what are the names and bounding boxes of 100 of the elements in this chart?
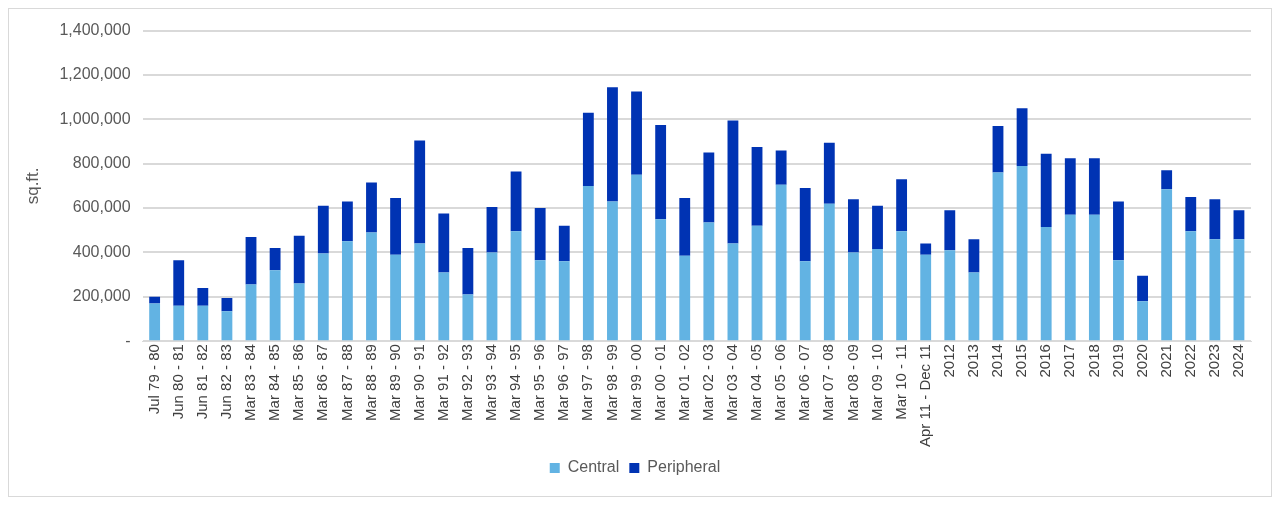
x-tick-label: Mar 01 - 02	[674, 344, 692, 421]
x-tick-label: Mar 84 - 85	[265, 344, 283, 421]
bar	[269, 248, 281, 271]
bar	[847, 252, 859, 341]
bar	[1113, 201, 1124, 261]
y-tick-label: 400,000	[72, 242, 131, 260]
bar	[1209, 199, 1221, 240]
bar	[293, 235, 305, 284]
x-tick-label: Apr 11 - Dec 11	[915, 344, 933, 447]
bar	[679, 255, 691, 341]
x-tick-label: 2017	[1060, 344, 1078, 378]
bar	[486, 206, 498, 253]
bar	[1088, 158, 1100, 215]
x-tick-label: Mar 86 - 87	[313, 344, 331, 421]
bar	[1016, 165, 1028, 341]
x-tick-label: 2021	[1156, 344, 1174, 378]
x-tick-label: Mar 98 - 99	[602, 344, 620, 421]
bar	[607, 87, 618, 202]
bar	[968, 272, 980, 341]
bar	[1064, 158, 1076, 215]
bar	[607, 201, 618, 341]
bar	[872, 249, 883, 341]
bar	[245, 236, 257, 285]
bar	[1016, 108, 1028, 166]
x-tick-label: Mar 85 - 86	[289, 344, 307, 421]
bar	[1113, 260, 1124, 341]
bar	[992, 125, 1004, 173]
bar	[1161, 189, 1173, 341]
x-tick-label: Mar 06 - 07	[795, 344, 813, 421]
x-tick-label: Mar 02 - 03	[698, 344, 716, 421]
y-tick-label: 1,200,000	[59, 65, 131, 83]
x-tick-label: Mar 87 - 88	[337, 344, 355, 421]
bar	[1040, 226, 1052, 341]
bar	[847, 199, 859, 253]
bar	[173, 305, 185, 341]
bar	[390, 254, 402, 341]
bar	[558, 261, 570, 341]
bar	[197, 305, 209, 341]
bar	[462, 248, 474, 295]
x-tick-label: 2016	[1036, 344, 1054, 378]
x-tick-label: Jun 82 - 83	[217, 344, 235, 420]
x-tick-label: Mar 96 - 97	[554, 344, 572, 421]
bar	[703, 152, 715, 223]
x-tick-label: 2014	[988, 344, 1006, 378]
y-tick-label: 1,400,000	[59, 21, 131, 39]
bar	[679, 198, 691, 256]
x-tick-label: Mar 99 - 00	[626, 344, 644, 421]
x-tick-label: Mar 03 - 04	[723, 344, 741, 421]
x-tick-label: Mar 09 - 10	[867, 344, 885, 421]
x-tick-label: 2022	[1180, 344, 1198, 378]
y-tick-label: -	[125, 331, 131, 349]
bar	[173, 260, 185, 306]
bar	[655, 219, 667, 341]
x-tick-label: Mar 07 - 08	[819, 344, 837, 421]
y-tick-label: 600,000	[72, 198, 131, 216]
bar	[1137, 301, 1148, 341]
bar	[944, 250, 956, 341]
bar	[221, 297, 233, 312]
y-tick-label: 800,000	[72, 154, 131, 172]
legend-label: Central	[567, 458, 620, 476]
x-tick-label: Mar 92 - 93	[458, 344, 476, 421]
x-tick-label: 2013	[964, 344, 982, 378]
bar	[462, 294, 474, 341]
y-axis-title: sq.ft.	[22, 167, 42, 205]
x-tick-label: Mar 00 - 01	[650, 344, 668, 421]
bar	[1064, 214, 1076, 341]
bar	[341, 241, 353, 341]
x-tick-label: Mar 10 - 11	[891, 344, 909, 420]
x-tick-label: Mar 08 - 09	[843, 344, 861, 421]
bar	[823, 142, 835, 204]
bar	[775, 184, 787, 341]
bar	[269, 270, 281, 341]
x-tick-label: 2018	[1084, 344, 1102, 378]
x-tick-label: Mar 95 - 96	[530, 344, 548, 421]
x-tick-label: Mar 91 - 92	[433, 344, 451, 421]
x-tick-label: 2024	[1229, 344, 1247, 378]
bar	[751, 225, 763, 341]
x-tick-label: 2019	[1108, 344, 1126, 378]
bar	[438, 213, 450, 273]
bar	[1185, 196, 1197, 232]
bar	[1209, 239, 1221, 341]
bar	[968, 239, 980, 273]
bar	[1088, 214, 1100, 341]
bar	[872, 205, 883, 250]
bar	[1233, 210, 1245, 240]
bar	[727, 120, 739, 244]
bar	[1137, 275, 1148, 302]
x-tick-label: Mar 94 - 95	[506, 344, 524, 421]
x-tick-label: 2020	[1132, 344, 1150, 378]
x-tick-label: Mar 04 - 05	[747, 344, 765, 421]
x-tick-label: Mar 90 - 91	[409, 344, 427, 421]
bar	[245, 284, 257, 341]
bar	[1233, 239, 1245, 341]
bar	[510, 171, 522, 232]
bar	[438, 272, 450, 341]
x-tick-label: 2023	[1205, 344, 1222, 378]
x-tick-label: Mar 83 - 84	[241, 344, 259, 421]
x-tick-label: Mar 97 - 98	[578, 344, 596, 421]
x-tick-label: Jul 79 - 80	[144, 344, 162, 415]
bar	[920, 254, 932, 341]
